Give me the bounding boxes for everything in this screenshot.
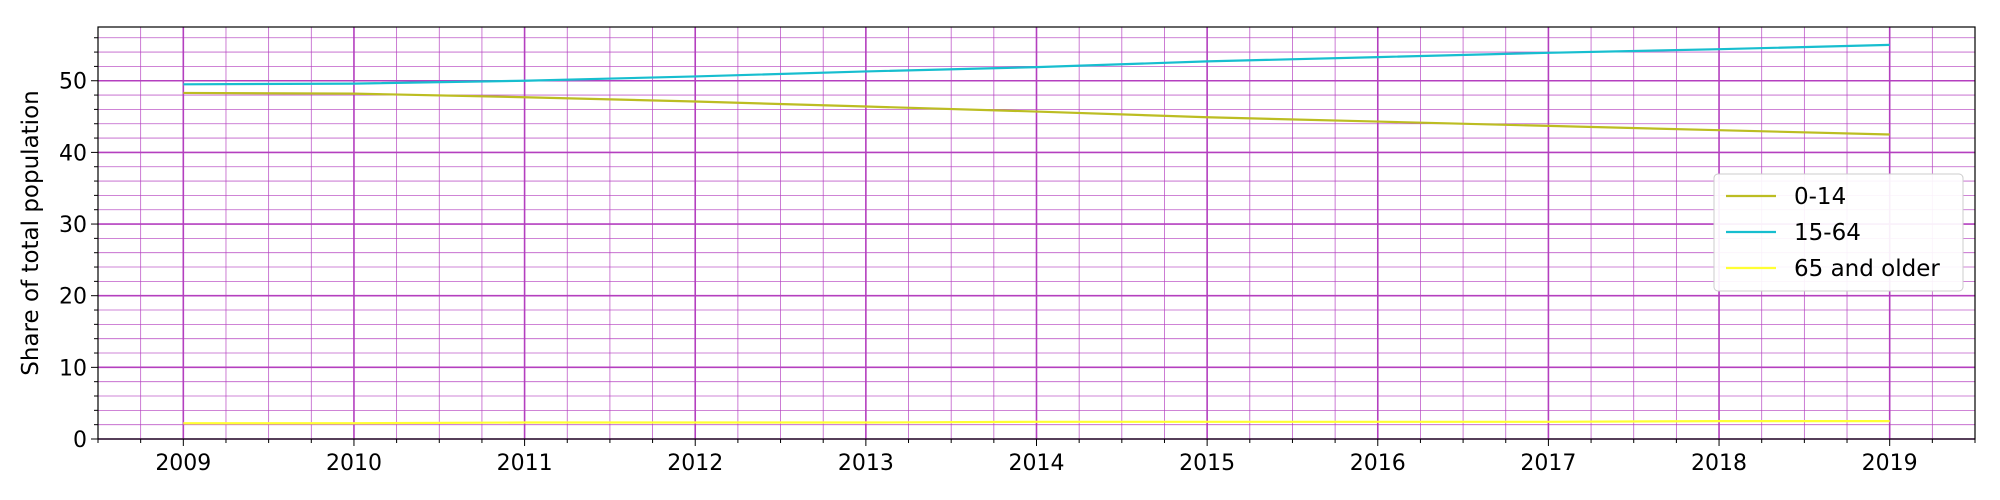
y-tick-label: 50 [59, 70, 87, 95]
legend-box [1713, 173, 1964, 292]
x-tick-label: 2019 [1862, 451, 1918, 476]
y-tick-label: 20 [59, 285, 87, 310]
series-line-65-and-older [183, 419, 1890, 425]
series-lines [183, 43, 1890, 425]
series-line-0-14 [183, 91, 1890, 136]
x-tick-label: 2013 [838, 451, 894, 476]
x-tick-label: 2014 [1009, 451, 1065, 476]
y-axis: 0 10 20 30 40 50 [59, 37, 98, 453]
x-tick-label: 2012 [667, 451, 723, 476]
y-tick-label: 0 [73, 428, 87, 453]
x-tick-label: 2015 [1179, 451, 1235, 476]
y-tick-label: 10 [59, 356, 87, 381]
x-tick-label: 2016 [1350, 451, 1406, 476]
x-tick-label: 2009 [155, 451, 211, 476]
legend-label: 15-64 [1794, 220, 1861, 246]
legend-label: 0-14 [1794, 184, 1846, 210]
x-tick-label: 2010 [326, 451, 382, 476]
x-axis: 2009 2010 2011 2012 2013 2014 2015 2016 2017 2018… [97, 439, 1976, 476]
y-axis-title: Share of total population [18, 90, 44, 375]
legend: 0-14 15-64 65 and older [1713, 173, 1964, 292]
legend-label: 65 and older [1794, 256, 1940, 282]
y-tick-label: 30 [59, 213, 87, 238]
series-line-15-64 [183, 43, 1890, 86]
x-tick-label: 2017 [1520, 451, 1576, 476]
x-tick-label: 2018 [1691, 451, 1747, 476]
y-tick-label: 40 [59, 141, 87, 166]
x-tick-label: 2011 [497, 451, 553, 476]
